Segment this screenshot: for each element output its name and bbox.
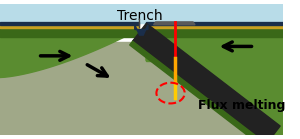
Polygon shape xyxy=(146,29,283,37)
Polygon shape xyxy=(0,4,283,135)
Polygon shape xyxy=(169,0,179,1)
Polygon shape xyxy=(135,25,148,35)
Polygon shape xyxy=(0,4,283,20)
Polygon shape xyxy=(133,29,283,135)
Polygon shape xyxy=(130,41,266,139)
Polygon shape xyxy=(0,22,140,25)
Polygon shape xyxy=(0,25,140,28)
Polygon shape xyxy=(154,0,195,25)
Polygon shape xyxy=(0,29,140,37)
Polygon shape xyxy=(133,23,280,139)
Polygon shape xyxy=(146,25,283,28)
Polygon shape xyxy=(146,22,283,25)
Polygon shape xyxy=(0,29,140,78)
Polygon shape xyxy=(146,29,283,61)
Text: Flux melting: Flux melting xyxy=(198,99,285,112)
Polygon shape xyxy=(0,4,283,23)
Polygon shape xyxy=(0,42,283,135)
Text: Trench: Trench xyxy=(117,9,162,23)
